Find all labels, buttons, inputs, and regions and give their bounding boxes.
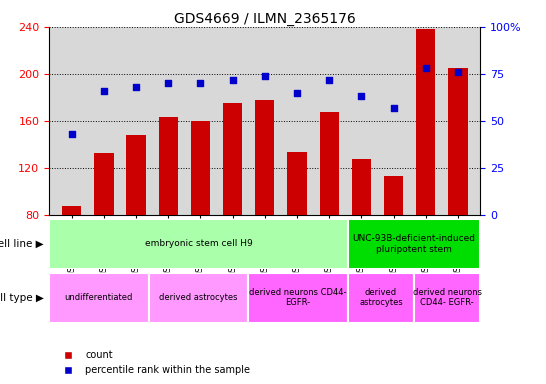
Point xyxy=(325,76,334,83)
Bar xyxy=(62,206,81,215)
Bar xyxy=(49,273,149,323)
Point xyxy=(357,93,366,99)
Bar xyxy=(352,159,371,215)
Point xyxy=(228,76,237,83)
Point xyxy=(454,69,462,75)
Point xyxy=(293,90,301,96)
Bar xyxy=(448,68,467,215)
Bar xyxy=(191,121,210,215)
Bar xyxy=(319,112,339,215)
Legend: count, percentile rank within the sample: count, percentile rank within the sample xyxy=(54,346,254,379)
Bar xyxy=(414,273,480,323)
Text: undifferentiated: undifferentiated xyxy=(65,293,133,302)
Text: derived neurons
CD44- EGFR-: derived neurons CD44- EGFR- xyxy=(413,288,482,307)
Bar xyxy=(287,152,307,215)
Point xyxy=(132,84,140,90)
Bar xyxy=(248,273,348,323)
Point xyxy=(260,73,269,79)
Text: derived astrocytes: derived astrocytes xyxy=(159,293,238,302)
Point xyxy=(99,88,108,94)
Point xyxy=(389,105,398,111)
Bar xyxy=(158,118,178,215)
Text: cell line ▶: cell line ▶ xyxy=(0,239,44,249)
Point xyxy=(67,131,76,137)
Point xyxy=(422,65,430,71)
Bar xyxy=(348,219,480,269)
Bar xyxy=(223,103,242,215)
Bar xyxy=(384,176,403,215)
Bar xyxy=(416,29,435,215)
Text: cell type ▶: cell type ▶ xyxy=(0,293,44,303)
Text: derived
astrocytes: derived astrocytes xyxy=(359,288,403,307)
Bar xyxy=(94,153,114,215)
Bar xyxy=(126,135,146,215)
Point xyxy=(196,80,205,86)
Title: GDS4669 / ILMN_2365176: GDS4669 / ILMN_2365176 xyxy=(174,12,355,26)
Bar xyxy=(348,273,414,323)
Text: embryonic stem cell H9: embryonic stem cell H9 xyxy=(145,239,252,248)
Bar xyxy=(149,273,248,323)
Bar xyxy=(255,100,275,215)
Text: UNC-93B-deficient-induced
pluripotent stem: UNC-93B-deficient-induced pluripotent st… xyxy=(353,234,476,253)
Point xyxy=(164,80,173,86)
Bar xyxy=(49,219,348,269)
Text: derived neurons CD44-
EGFR-: derived neurons CD44- EGFR- xyxy=(249,288,347,307)
